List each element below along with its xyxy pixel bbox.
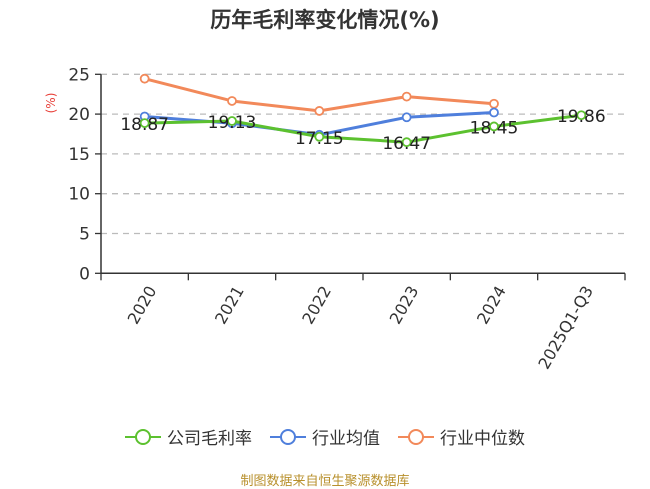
data-point-marker[interactable] — [401, 112, 412, 123]
x-tick-label: 2023 — [386, 283, 423, 328]
x-tick-label: 2025Q1-Q3 — [534, 283, 597, 373]
data-point-marker[interactable] — [227, 116, 237, 126]
legend-label: 公司毛利率 — [167, 429, 252, 449]
legend-item-industry-average[interactable]: 行业均值 — [270, 424, 380, 449]
legend: 公司毛利率 行业均值 行业中位数 — [0, 424, 650, 449]
x-tick-label: 2022 — [298, 283, 335, 328]
data-point-marker[interactable] — [401, 91, 412, 102]
series-line — [144, 113, 582, 144]
y-tick-label: 5 — [79, 225, 90, 245]
legend-label: 行业中位数 — [440, 429, 525, 449]
y-tick-label: 15 — [68, 145, 90, 165]
data-point-marker[interactable] — [139, 73, 150, 84]
y-tick-label: 25 — [68, 65, 90, 85]
gridlines — [101, 73, 625, 235]
data-label: 19.13 — [208, 113, 257, 133]
y-axis-label: (%) — [44, 93, 58, 114]
data-point-marker[interactable] — [576, 110, 587, 121]
data-labels: 18.87 19.13 17.15 16.47 18.45 19.86 — [120, 107, 605, 154]
data-label: 17.15 — [295, 129, 344, 149]
data-label: 19.86 — [557, 107, 606, 127]
data-point-marker[interactable] — [314, 106, 325, 116]
x-tick-label: 2020 — [124, 283, 161, 328]
data-point-marker[interactable] — [489, 121, 499, 132]
legend-item-company-margin[interactable]: 公司毛利率 — [125, 424, 252, 449]
axes: 0 5 10 15 20 25 2020 2021 2022 2023 2024 2025Q1-Q3 — [68, 65, 626, 373]
data-series — [139, 73, 587, 148]
data-point-marker[interactable] — [489, 98, 499, 109]
data-point-marker[interactable] — [314, 131, 325, 142]
legend-line-circle-icon — [270, 428, 306, 445]
legend-line-circle-icon — [398, 428, 434, 445]
data-point-marker[interactable] — [489, 107, 499, 118]
data-source-note: 制图数据来自恒生聚源数据库 — [240, 474, 410, 489]
chart-title: 历年毛利率变化情况(%) — [210, 8, 440, 32]
legend-line-circle-icon — [125, 428, 161, 445]
data-label: 16.47 — [382, 134, 431, 154]
data-label: 18.45 — [470, 118, 519, 138]
data-point-marker[interactable] — [401, 137, 412, 148]
data-point-marker[interactable] — [227, 96, 237, 106]
y-tick-label: 10 — [68, 185, 90, 205]
data-point-marker[interactable] — [139, 118, 150, 128]
legend-item-industry-median[interactable]: 行业中位数 — [398, 424, 525, 449]
legend-label: 行业均值 — [312, 429, 380, 449]
x-tick-label: 2021 — [211, 283, 248, 328]
x-tick-label: 2024 — [473, 283, 510, 328]
y-tick-label: 20 — [68, 105, 90, 125]
y-tick-label: 0 — [79, 264, 90, 284]
data-label: 18.87 — [120, 115, 169, 135]
